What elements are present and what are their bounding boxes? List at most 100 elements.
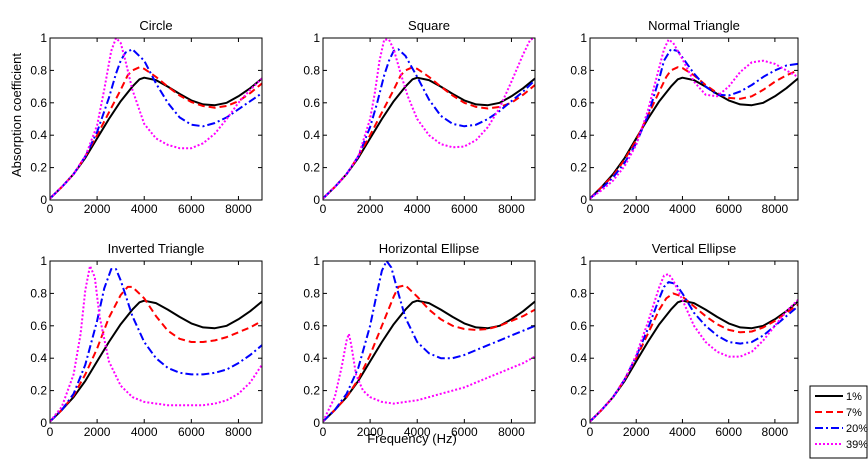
- x-tick-label: 4000: [669, 202, 696, 216]
- x-tick-label: 6000: [715, 202, 742, 216]
- y-tick-label: 0: [40, 416, 47, 430]
- axes-frame: [322, 37, 536, 201]
- x-tick-label: 2000: [623, 425, 650, 439]
- panel: Square 0 2000 4000 6000 8000 0 0.2 0.4 0.6 0.8 1: [303, 18, 536, 216]
- panel-title: Normal Triangle: [648, 18, 740, 33]
- legend-label: 7%: [846, 407, 862, 419]
- series-line: [50, 264, 262, 423]
- series-line: [590, 66, 798, 200]
- series-line: [590, 273, 798, 423]
- y-tick-label: 0.6: [30, 96, 47, 110]
- x-tick-label: 8000: [225, 202, 252, 216]
- series-line: [590, 38, 798, 200]
- panel-title: Horizontal Ellipse: [379, 241, 479, 256]
- x-tick-label: 2000: [357, 202, 384, 216]
- y-tick-label: 0: [313, 416, 320, 430]
- y-tick-label: 0.4: [303, 351, 320, 365]
- x-tick-label: 6000: [451, 202, 478, 216]
- x-tick-label: 0: [47, 202, 54, 216]
- legend-box: [809, 385, 868, 459]
- series-line: [323, 332, 535, 422]
- y-tick-label: 0: [40, 193, 47, 207]
- x-tick-label: 0: [320, 425, 327, 439]
- y-tick-label: 1: [313, 254, 320, 268]
- x-tick-label: 6000: [451, 425, 478, 439]
- panel: Horizontal Ellipse 0 2000 4000 6000 8000 0 0.2 0…: [303, 241, 536, 439]
- x-tick-label: 2000: [84, 425, 111, 439]
- x-tick-label: 8000: [762, 202, 789, 216]
- y-tick-label: 0.2: [303, 384, 320, 398]
- y-tick-label: 1: [40, 31, 47, 45]
- x-axis-label: Frequency (Hz): [367, 431, 457, 446]
- panel-title: Vertical Ellipse: [652, 241, 737, 256]
- series-line: [590, 76, 798, 200]
- x-tick-label: 0: [320, 202, 327, 216]
- panel-title: Square: [408, 18, 450, 33]
- panel-title: Inverted Triangle: [108, 241, 205, 256]
- y-tick-label: 1: [580, 31, 587, 45]
- y-tick-label: 0.2: [30, 384, 47, 398]
- x-tick-label: 0: [47, 425, 54, 439]
- series-line: [323, 66, 535, 200]
- x-tick-label: 4000: [131, 202, 158, 216]
- y-tick-label: 0: [313, 193, 320, 207]
- legend-label: 39%: [846, 439, 868, 451]
- series-line: [50, 285, 262, 423]
- y-tick-label: 0.8: [30, 286, 47, 300]
- panel: Circle 0 2000 4000 6000 8000 0 0.2 0.4 0.6 0.8 1: [30, 18, 263, 216]
- y-tick-label: 0.4: [30, 351, 47, 365]
- x-tick-label: 6000: [178, 202, 205, 216]
- x-tick-label: 8000: [225, 425, 252, 439]
- y-axis-label: Absorption coefficient: [9, 53, 24, 177]
- axes-frame: [589, 260, 799, 424]
- legend: 1% 7% 20% 39%: [809, 385, 868, 459]
- series-line: [323, 284, 535, 423]
- x-tick-label: 4000: [404, 202, 431, 216]
- axes-frame: [49, 37, 263, 201]
- x-tick-label: 2000: [357, 425, 384, 439]
- y-tick-label: 0.8: [303, 286, 320, 300]
- axes-frame: [49, 260, 263, 424]
- y-tick-label: 0.4: [303, 128, 320, 142]
- x-tick-label: 6000: [178, 425, 205, 439]
- series-line: [50, 38, 262, 200]
- series-line: [590, 292, 798, 423]
- series-line: [590, 48, 798, 200]
- y-tick-label: 0.2: [570, 384, 587, 398]
- y-tick-label: 0.2: [570, 161, 587, 175]
- series-line: [590, 299, 798, 423]
- y-tick-label: 0: [580, 193, 587, 207]
- x-tick-label: 8000: [498, 202, 525, 216]
- x-tick-label: 4000: [131, 425, 158, 439]
- panel: Normal Triangle 0 2000 4000 6000 8000 0 0.2 0.4 0…: [570, 18, 799, 216]
- panel-title: Circle: [139, 18, 172, 33]
- y-tick-label: 0.6: [303, 96, 320, 110]
- legend-label: 1%: [846, 391, 862, 403]
- x-tick-label: 8000: [498, 425, 525, 439]
- y-tick-label: 1: [40, 254, 47, 268]
- y-tick-label: 0.6: [30, 319, 47, 333]
- series-line: [50, 48, 262, 200]
- y-tick-label: 0.6: [570, 96, 587, 110]
- y-tick-label: 0.6: [303, 319, 320, 333]
- panel: Vertical Ellipse 0 2000 4000 6000 8000 0 0.2 0.4…: [570, 241, 799, 439]
- x-tick-label: 4000: [669, 425, 696, 439]
- x-tick-label: 2000: [84, 202, 111, 216]
- x-tick-label: 6000: [715, 425, 742, 439]
- series-line: [590, 281, 798, 423]
- y-tick-label: 1: [580, 254, 587, 268]
- x-tick-label: 0: [587, 425, 594, 439]
- y-tick-label: 0.2: [303, 161, 320, 175]
- series-line: [323, 48, 535, 200]
- series-line: [50, 76, 262, 200]
- x-tick-label: 8000: [762, 425, 789, 439]
- y-tick-label: 0.8: [570, 286, 587, 300]
- y-tick-label: 0.8: [30, 63, 47, 77]
- series-line: [50, 268, 262, 423]
- y-tick-label: 0.4: [570, 351, 587, 365]
- panel: Inverted Triangle 0 2000 4000 6000 8000 0 0.2 0.…: [30, 241, 263, 439]
- y-tick-label: 0.4: [570, 128, 587, 142]
- series-line: [323, 261, 535, 423]
- y-tick-label: 1: [313, 31, 320, 45]
